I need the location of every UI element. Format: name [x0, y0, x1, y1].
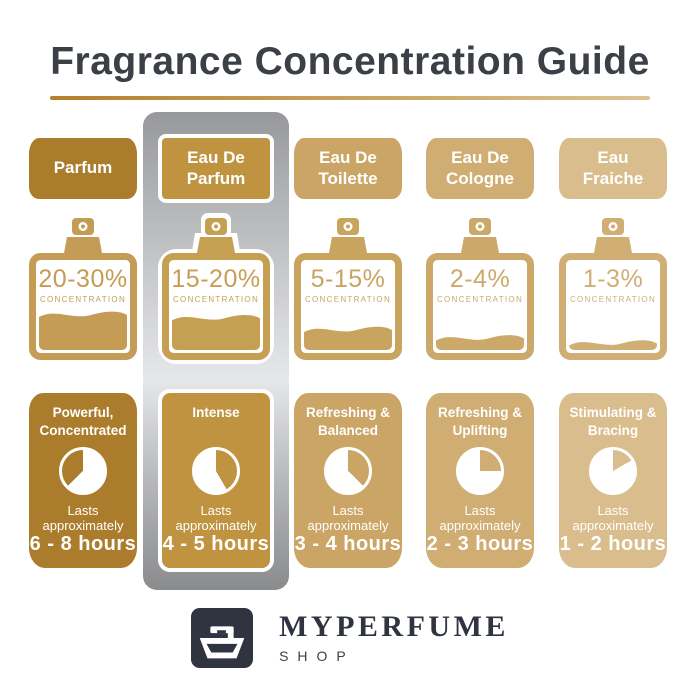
myperfume-logo-icon — [191, 607, 254, 669]
clock-icon — [324, 447, 372, 495]
clock-icon — [589, 447, 637, 495]
fragrance-type-label: Eau De Parfum — [186, 147, 246, 188]
duration-card: Intense Lasts approximately 4 - 5 hours — [158, 389, 274, 572]
clock-icon — [192, 447, 240, 495]
lasts-label: Lasts approximately — [572, 503, 654, 533]
fragrance-type-label: Eau Fraiche — [582, 147, 644, 188]
duration-card: Stimulating & Bracing Lasts approximatel… — [559, 393, 667, 568]
lasts-label: Lasts approximately — [439, 503, 521, 533]
concentration-value: 15-20% — [171, 265, 261, 293]
concentration-value: 5-15% — [310, 265, 386, 293]
duration-value: 2 - 3 hours — [426, 533, 534, 555]
perfume-bottle: 1-3% CONCENTRATION — [553, 212, 673, 369]
duration-value: 6 - 8 hours — [29, 533, 137, 555]
footer-brand: MYPERFUME SHOP — [0, 606, 700, 670]
perfume-bottle-icon — [294, 218, 402, 360]
perfume-bottle-icon — [29, 218, 137, 360]
fragrance-type-badge: Eau De Toilette — [294, 138, 402, 199]
fragrance-columns-board: Parfum 20-30% CONCENTRATION — [0, 112, 700, 594]
lasts-label: Lasts approximately — [307, 503, 389, 533]
clock-icon — [59, 447, 107, 495]
scent-character-label: Intense — [192, 405, 240, 420]
perfume-bottle-icon — [158, 213, 274, 364]
fragrance-type-badge: Eau De Cologne — [426, 138, 534, 199]
scent-character-label: Powerful, Concentrated — [39, 405, 127, 438]
duration-card: Refreshing & Uplifting Lasts approximate… — [426, 393, 534, 568]
column-parfum: Parfum 20-30% CONCENTRATION — [29, 112, 137, 594]
fragrance-type-badge: Eau De Parfum — [158, 134, 274, 203]
duration-card: Refreshing & Balanced Lasts approximatel… — [294, 393, 402, 568]
concentration-value: 1-3% — [582, 265, 644, 293]
scent-character-label: Refreshing & Balanced — [305, 405, 390, 438]
concentration-label: CONCENTRATION — [304, 295, 392, 304]
concentration-label: CONCENTRATION — [172, 295, 260, 304]
duration-value: 1 - 2 hours — [559, 533, 667, 555]
concentration-value: 2-4% — [449, 265, 511, 293]
column-eau-de-parfum: Eau De Parfum 15-20% CONCENTRATION — [158, 112, 274, 594]
fragrance-type-label: Parfum — [53, 158, 113, 178]
title-underline — [50, 96, 650, 100]
lasts-label: Lasts approximately — [175, 503, 257, 533]
perfume-bottle: 15-20% CONCENTRATION — [156, 212, 276, 369]
concentration-value: 20-30% — [38, 265, 128, 293]
scent-character-label: Refreshing & Uplifting — [437, 405, 522, 438]
clock-icon — [456, 447, 504, 495]
perfume-bottle: 20-30% CONCENTRATION — [23, 212, 143, 369]
fragrance-type-badge: Parfum — [29, 138, 137, 199]
brand-name: MYPERFUME — [279, 610, 509, 643]
column-eau-de-cologne: Eau De Cologne 2-4% CONCENTRATION — [426, 112, 534, 594]
perfume-bottle: 5-15% CONCENTRATION — [288, 212, 408, 369]
duration-value: 4 - 5 hours — [162, 533, 270, 555]
perfume-bottle-icon — [559, 218, 667, 360]
page-title: Fragrance Concentration Guide — [50, 40, 650, 83]
fragrance-type-label: Eau De Cologne — [446, 147, 514, 188]
fragrance-type-badge: Eau Fraiche — [559, 138, 667, 199]
column-eau-fraiche: Eau Fraiche 1-3% CONCENTRATION — [559, 112, 667, 594]
fragrance-type-label: Eau De Toilette — [318, 147, 378, 188]
perfume-bottle-icon — [426, 218, 534, 360]
perfume-bottle: 2-4% CONCENTRATION — [420, 212, 540, 369]
column-eau-de-toilette: Eau De Toilette 5-15% CONCENTRATION — [294, 112, 402, 594]
brand-sub-name: SHOP — [279, 648, 355, 664]
scent-character-label: Stimulating & Bracing — [569, 405, 657, 438]
concentration-label: CONCENTRATION — [569, 295, 657, 304]
concentration-label: CONCENTRATION — [436, 295, 524, 304]
concentration-label: CONCENTRATION — [39, 295, 127, 304]
lasts-label: Lasts approximately — [42, 503, 124, 533]
duration-card: Powerful, Concentrated Lasts approximate… — [29, 393, 137, 568]
duration-value: 3 - 4 hours — [294, 533, 402, 555]
